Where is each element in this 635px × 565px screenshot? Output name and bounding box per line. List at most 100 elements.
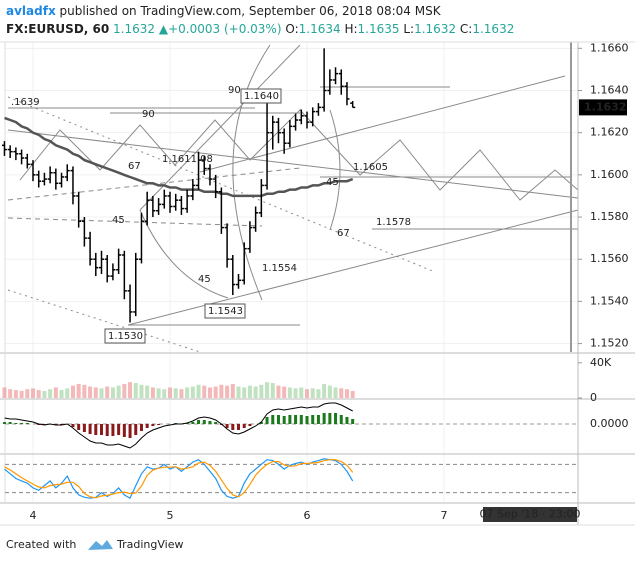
y-tick-label: 1.1560 <box>590 252 629 265</box>
moving-average <box>4 116 354 198</box>
annotation: 1.1611.08 <box>162 154 213 165</box>
histogram-bar <box>94 424 98 435</box>
header-line: avladfx published on TradingView.com, Se… <box>6 4 442 18</box>
volume-bar <box>82 384 87 398</box>
ohlc-bar <box>258 179 264 218</box>
histogram-bar <box>202 420 206 424</box>
volume-bar <box>156 388 161 398</box>
histogram-bar <box>294 415 298 424</box>
grid <box>5 42 578 503</box>
ohlc-bar <box>201 155 207 175</box>
histogram-bar <box>288 415 292 424</box>
stochastic-line <box>4 459 354 499</box>
y-tick-label: 1.1660 <box>590 41 629 54</box>
histogram-bar <box>25 423 29 424</box>
histogram-bar <box>71 424 75 427</box>
histogram-bar <box>276 415 280 424</box>
volume-bar <box>202 385 207 398</box>
ohlc-bar <box>304 111 310 129</box>
ohlc-bar <box>230 254 236 296</box>
volume-bar <box>8 389 13 398</box>
volume-bar <box>310 388 315 398</box>
ohlc-bar <box>59 172 65 188</box>
ohlc-value: 1.1632 <box>472 22 514 36</box>
ohlc-key: C: <box>460 22 472 36</box>
volume-bar <box>213 386 218 398</box>
ohlc-bar <box>287 120 293 148</box>
ohlc-key: L: <box>403 22 414 36</box>
volume-bar <box>242 387 247 398</box>
ohlc-bar <box>344 82 350 106</box>
volume-bar <box>150 387 155 398</box>
volume-bar <box>276 385 281 398</box>
histogram-bar <box>208 421 212 424</box>
ohlc-bar <box>196 151 202 190</box>
ohlc-bar <box>253 206 259 232</box>
volume-bar <box>225 385 230 398</box>
volume-bar <box>13 390 18 398</box>
histogram-bar <box>311 415 315 424</box>
ohlc-bar <box>218 187 224 234</box>
histogram-bar <box>20 423 24 424</box>
ohlc-bar <box>104 254 110 283</box>
zigzag <box>19 109 579 201</box>
histogram-bar <box>117 424 121 435</box>
last-price-box <box>579 99 627 116</box>
ohlc-bar <box>298 109 304 125</box>
ohlc-bar <box>315 103 321 116</box>
annotation: 1.1543 <box>208 306 243 317</box>
volume-bar <box>344 389 349 398</box>
annotation-box <box>204 303 246 319</box>
volume-bar <box>162 389 167 398</box>
histogram-bar <box>8 422 12 424</box>
volume-bar <box>350 390 355 398</box>
annotation: .1639 <box>11 97 40 108</box>
ohlc-bar <box>116 248 122 274</box>
x-tick-label: 5 <box>167 509 174 522</box>
footer-brand[interactable]: TradingView <box>116 538 183 551</box>
volume-bar <box>322 383 327 398</box>
histogram-bar <box>191 422 195 424</box>
annotation: 1.1578 <box>376 217 411 228</box>
footer: Created with TradingView <box>6 538 183 551</box>
ohlc-bar <box>36 170 42 188</box>
ohlc-bar <box>30 160 36 182</box>
histogram-bar <box>157 424 161 425</box>
histogram-bar <box>128 424 132 438</box>
y-tick-label: 40K <box>590 356 612 369</box>
histogram-bar <box>122 424 126 437</box>
volume-bar <box>88 386 93 398</box>
ohlc-bar <box>333 67 339 85</box>
histogram-bar <box>351 419 355 424</box>
ohlc-bar <box>41 172 47 186</box>
ohlc-bar <box>178 195 184 215</box>
histogram-bar <box>299 415 303 424</box>
volume-bar <box>333 387 338 398</box>
volume-bar <box>42 390 47 398</box>
symbol: FX:EURUSD, 60 <box>6 22 109 36</box>
author[interactable]: avladfx <box>6 4 56 18</box>
ohlc-value: 1.1632 <box>414 22 456 36</box>
volume-bar <box>282 386 287 398</box>
y-tick-label: 1.1580 <box>590 210 629 223</box>
volume-bar <box>25 389 30 398</box>
histogram-bar <box>231 424 235 430</box>
ohlc-bar <box>1 141 7 156</box>
volume-bar <box>287 387 292 398</box>
volume-bar <box>293 388 298 398</box>
ohlc-bar <box>350 101 356 109</box>
volume-bar <box>185 387 190 398</box>
volume-bar <box>65 388 70 398</box>
ohlc-bar <box>138 212 144 264</box>
ohlc-bar <box>110 263 116 281</box>
x-tick-label: 6 <box>304 509 311 522</box>
volume-bar <box>76 383 81 398</box>
volume-bar <box>219 384 224 398</box>
histogram-bar <box>328 413 332 424</box>
annotation: 67 <box>128 161 141 172</box>
ohlc-bar <box>99 250 105 274</box>
ohlc-bar <box>7 145 13 158</box>
ohlc-bar <box>144 191 150 226</box>
volume-bar <box>145 385 150 398</box>
